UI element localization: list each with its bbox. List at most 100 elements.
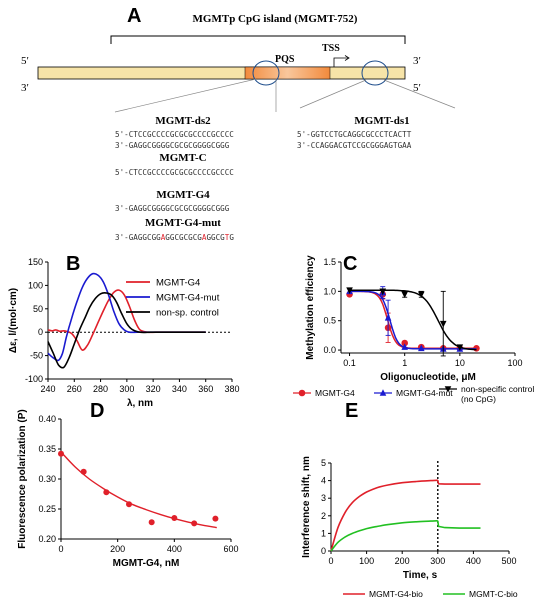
data-point (384, 313, 392, 321)
ds2-site-circle (252, 60, 280, 86)
legend-marker (379, 389, 387, 396)
ds2-top-seq: 5'-CTCCGCCCCGCGCGCCCCGCCCC (115, 130, 234, 139)
y-tick-label: 150 (28, 257, 43, 267)
y-axis-title: Methylation efficiency (305, 255, 316, 360)
data-point (212, 515, 219, 522)
y-tick-label: 0 (321, 546, 326, 556)
chart-interference: 0 100 200 300 400 500 0 1 2 3 4 5 Time, s Interferenc… (301, 456, 518, 599)
x-tick-label: 0 (58, 544, 63, 554)
data-point (126, 501, 132, 508)
x-tick-label: 0 (328, 556, 333, 566)
association-curve-1 (330, 519, 438, 552)
x-tick-label: 200 (395, 556, 410, 566)
legend-label: MGMT-G4-mut (396, 388, 453, 398)
dissociation-curve-0 (437, 480, 481, 485)
data-point (439, 320, 447, 328)
ds2-leader-left (114, 78, 257, 113)
panel-label-c: C (343, 253, 357, 275)
tss-arrow-head (344, 55, 350, 61)
legend-label-line2: (no CpG) (461, 394, 496, 404)
chart-fluorescence: 0 200 400 600 0.20 0.25 0.30 0.35 0.40 MGMT-G4, n… (17, 409, 239, 569)
strand-5prime-left: 5′ (21, 55, 29, 67)
y-tick-label: -100 (25, 374, 43, 384)
panel-label-d: D (90, 400, 104, 422)
x-axis-title: Time, s (403, 570, 438, 581)
legend-label: MGMT-G4-bio (369, 589, 423, 599)
strand-5prime-right: 5′ (413, 82, 421, 94)
panel-label-a: A (127, 5, 141, 27)
data-point (80, 468, 87, 475)
cd-series-line-2 (47, 292, 206, 369)
legend-label: non-specific control (461, 384, 534, 394)
x-tick-label: 10 (455, 358, 465, 368)
x-tick-label: 240 (40, 384, 55, 394)
data-point (401, 343, 408, 350)
ds1-top-seq: 5'-GGTCCTGCAGGCGCCCTCACTT (297, 130, 412, 139)
y-tick-label: 4 (321, 476, 326, 486)
data-point (456, 344, 464, 351)
y-tick-label: 0.30 (38, 474, 56, 484)
mgmt-g4-mut-seq: 3'-GAGGCGGAGGCGCGCGAGGCGTG (115, 233, 234, 242)
tss-arrow (333, 57, 348, 67)
x-axis-title: Oligonucleotide, μM (380, 372, 476, 383)
x-tick-label: 400 (167, 544, 182, 554)
panel-label-b: B (66, 253, 80, 275)
mgmt-g4-seq: 3'-GAGGCGGGGCGCGCGGGGCGGG (115, 204, 230, 213)
cpg-island-title: MGMTp CpG island (MGMT-752) (193, 13, 358, 25)
x-tick-label: 200 (110, 544, 125, 554)
ds1-bottom-seq: 3'-CCAGGACGTCCGCGGGAGTGAA (297, 141, 412, 150)
data-point (401, 339, 408, 347)
strand-3prime-left: 3′ (21, 82, 29, 94)
strand-3prime-right: 3′ (413, 55, 421, 67)
x-axis-title: λ, nm (127, 398, 153, 409)
y-tick-label: 0.35 (38, 444, 56, 454)
pqs-label: PQS (275, 54, 295, 65)
panel-label-e: E (345, 400, 358, 422)
legend-label: MGMT-G4 (315, 388, 355, 398)
data-point (103, 489, 110, 496)
y-axis-title: Fluorescence polarization (P) (17, 409, 28, 548)
y-tick-label: 50 (33, 304, 43, 314)
y-tick-label: 1 (321, 528, 326, 538)
fit-curve-2 (349, 289, 477, 351)
data-point (417, 344, 425, 352)
x-tick-label: 320 (146, 384, 161, 394)
legend-label: MGMT-G4 (156, 278, 200, 289)
y-tick-label: 0.0 (323, 345, 336, 355)
legend-marker (444, 386, 452, 393)
legend-label: non-sp. control (156, 308, 219, 319)
y-tick-label: 0.40 (38, 414, 56, 424)
y-tick-label: 0 (38, 327, 43, 337)
ds1-name: MGMT-ds1 (354, 115, 409, 127)
y-tick-label: 5 (321, 458, 326, 468)
fit-curve (60, 451, 217, 529)
chart-cd-spectra: 240 260 280 300 320 340 360 380 -100 -50 0 50 100 150… (8, 257, 240, 409)
legend-marker (298, 389, 306, 397)
data-point (346, 287, 353, 294)
y-tick-label: 100 (28, 280, 43, 290)
y-tick-label: 3 (321, 493, 326, 503)
association-curve-0 (330, 479, 438, 552)
ds1-leader-left (299, 79, 367, 109)
fit-curve-0 (349, 290, 477, 350)
x-tick-label: 260 (67, 384, 82, 394)
mgmt-c-seq: 5'-CTCCGCCCCGCGCGCCCCGCCCC (115, 168, 234, 177)
y-tick-label: 0.20 (38, 534, 56, 544)
data-point (417, 291, 425, 299)
y-tick-label: 0.25 (38, 504, 56, 514)
x-tick-label: 300 (119, 384, 134, 394)
y-tick-label: 1.5 (323, 257, 336, 267)
data-point (401, 291, 408, 299)
mgmt-c-name: MGMT-C (159, 152, 206, 164)
data-point (58, 450, 64, 457)
ds2-name: MGMT-ds2 (155, 115, 211, 127)
legend-label: MGMT-G4-mut (156, 293, 220, 304)
x-tick-label: 360 (198, 384, 213, 394)
ds1-site-circle (361, 60, 389, 86)
chart-methylation: 0.1 1 10 100 0.0 0.5 1.0 1.5 Oligonucleotide, μM… (293, 255, 534, 404)
x-tick-label: 340 (172, 384, 187, 394)
x-tick-label: 1 (402, 358, 407, 368)
promoter-bar (37, 66, 406, 80)
y-tick-label: 2 (321, 511, 326, 521)
ds2-bottom-seq: 3'-GAGGCGGGGCGCGCGGGGCGGG (115, 141, 230, 150)
